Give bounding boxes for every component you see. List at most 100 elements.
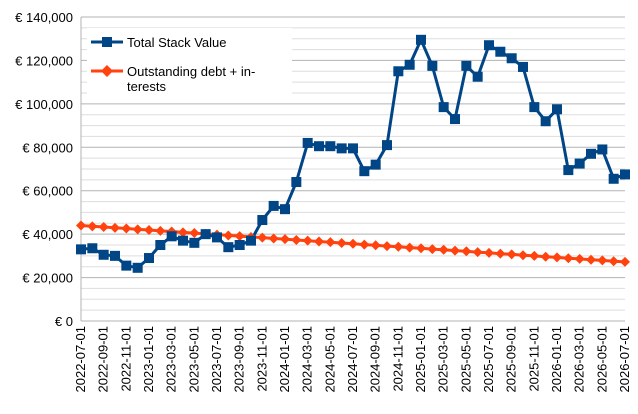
x-tick-label: 2026-07-01 <box>617 326 632 393</box>
x-tick-label: 2025-01-01 <box>413 326 428 393</box>
data-point-debt <box>98 221 109 232</box>
x-tick-label: 2024-05-01 <box>322 326 337 393</box>
data-point-total-stack <box>178 235 188 246</box>
data-point-debt <box>223 230 234 241</box>
data-point-total-stack <box>586 148 596 159</box>
x-tick-label: 2022-07-01 <box>73 326 88 393</box>
data-point-debt <box>325 237 336 248</box>
axes <box>80 17 625 322</box>
data-point-debt <box>574 253 585 264</box>
data-point-total-stack <box>461 60 472 71</box>
data-point-total-stack <box>110 250 120 261</box>
y-tick-label: € 80,000 <box>22 140 73 155</box>
data-point-debt <box>144 225 154 236</box>
data-point-debt <box>620 256 630 267</box>
x-tick-label: 2023-03-01 <box>164 326 179 393</box>
x-tick-label: 2025-09-01 <box>504 326 519 393</box>
data-point-total-stack <box>529 102 540 113</box>
data-point-debt <box>155 225 166 236</box>
y-tick-label: € 40,000 <box>22 227 73 242</box>
x-tick-label: 2024-07-01 <box>345 326 360 393</box>
data-point-total-stack <box>404 59 415 70</box>
data-point-debt <box>268 233 279 244</box>
data-point-total-stack <box>314 141 324 152</box>
data-point-total-stack <box>325 141 336 152</box>
x-tick-label: 2025-03-01 <box>436 326 451 393</box>
data-point-total-stack <box>302 137 313 148</box>
data-point-total-stack <box>506 53 517 64</box>
y-tick-label: € 0 <box>55 314 73 329</box>
data-point-debt <box>518 250 528 261</box>
y-tick-label: € 140,000 <box>15 10 73 25</box>
x-tick-label: 2024-03-01 <box>300 326 315 393</box>
data-point-total-stack <box>484 40 494 51</box>
data-point-debt <box>87 221 98 232</box>
data-point-debt <box>382 241 392 252</box>
data-point-debt <box>234 231 245 242</box>
y-tick-label: € 100,000 <box>15 97 73 112</box>
data-point-total-stack <box>472 71 483 82</box>
x-tick-label: 2023-05-01 <box>186 326 201 393</box>
data-point-debt <box>370 240 381 251</box>
legend-label-debt-line1: Outstanding debt + in- <box>127 64 255 79</box>
data-point-total-stack <box>121 260 132 271</box>
data-point-total-stack <box>257 215 268 226</box>
data-point-debt <box>484 247 494 258</box>
y-tick-label: € 20,000 <box>22 271 73 286</box>
data-point-total-stack <box>348 143 358 154</box>
x-tick-label: 2025-11-01 <box>526 326 541 392</box>
data-point-total-stack <box>540 116 551 127</box>
legend-marker-total-stack <box>102 37 112 47</box>
x-axis-tick-labels: 2022-07-01 2022-09-01 2022-11-01 2023-01-01… <box>73 326 632 393</box>
data-point-debt <box>189 228 200 239</box>
data-point-total-stack <box>144 253 154 264</box>
x-tick-label: 2026-05-01 <box>594 326 609 393</box>
data-point-debt <box>178 227 188 238</box>
legend: Total Stack Value Outstanding debt + in-… <box>87 28 292 100</box>
data-point-total-stack <box>393 66 404 77</box>
x-tick-label: 2024-09-01 <box>368 326 383 393</box>
legend-label-total-stack: Total Stack Value <box>127 35 226 50</box>
data-point-total-stack <box>518 61 528 72</box>
data-point-total-stack <box>280 204 290 215</box>
data-point-total-stack <box>552 104 562 115</box>
data-point-debt <box>257 232 268 243</box>
data-point-total-stack <box>382 140 392 151</box>
data-point-total-stack <box>132 262 143 273</box>
legend-marker-debt <box>101 65 113 77</box>
data-point-debt <box>608 256 619 267</box>
data-point-debt <box>563 253 574 264</box>
data-point-total-stack <box>608 173 619 184</box>
data-point-total-stack <box>574 158 585 169</box>
y-tick-label: € 120,000 <box>15 53 73 68</box>
x-tick-label: 2022-09-01 <box>96 326 111 393</box>
data-point-total-stack <box>223 242 234 253</box>
legend-label-debt-line2: terests <box>127 79 167 94</box>
data-point-total-stack <box>291 177 302 188</box>
y-axis-tick-labels: € 0 € 20,000 € 40,000 € 60,000 € 80,000 € 100… <box>15 10 73 329</box>
data-point-total-stack <box>98 249 109 260</box>
x-tick-label: 2023-11-01 <box>254 326 269 392</box>
data-point-debt <box>472 247 483 258</box>
data-point-debt <box>280 234 290 245</box>
x-tick-label: 2023-09-01 <box>232 326 247 393</box>
data-point-total-stack <box>563 165 574 176</box>
x-tick-label: 2025-05-01 <box>458 326 473 393</box>
data-point-debt <box>336 238 347 249</box>
data-point-total-stack <box>200 229 211 240</box>
x-tick-label: 2024-11-01 <box>390 326 405 392</box>
data-point-debt <box>552 252 562 263</box>
data-point-total-stack <box>620 169 630 180</box>
data-point-total-stack <box>155 240 166 250</box>
data-point-debt <box>404 242 415 253</box>
series-markers <box>76 34 630 273</box>
data-point-debt <box>393 241 404 252</box>
data-point-debt <box>597 255 608 266</box>
data-point-total-stack <box>450 114 460 125</box>
data-point-debt <box>110 222 120 233</box>
data-point-debt <box>450 245 460 256</box>
x-tick-label: 2026-03-01 <box>572 326 587 393</box>
data-point-debt <box>348 238 358 249</box>
x-tick-label: 2022-11-01 <box>118 326 133 392</box>
